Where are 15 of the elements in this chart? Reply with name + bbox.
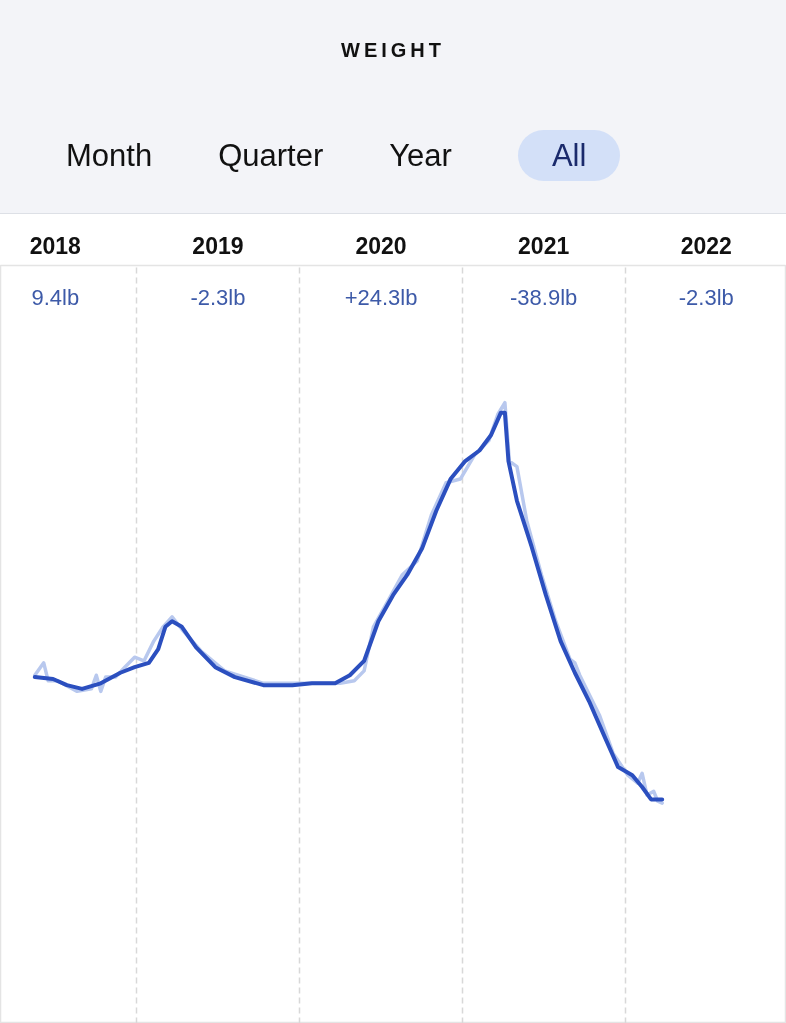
text: Quarter <box>218 137 324 175</box>
x-tick-label: 2019 <box>192 232 244 259</box>
text: Year <box>389 137 452 175</box>
text: -2.3lb <box>190 285 246 310</box>
x-tick-label: 2018 <box>29 232 82 259</box>
text: -2.3lb <box>678 285 734 310</box>
text: 9.4lb <box>31 285 80 310</box>
x-tick-label: 2021 <box>518 232 570 259</box>
text: Month <box>66 137 153 175</box>
text: +24.3lb <box>344 285 418 310</box>
x-tick-label: 2020 <box>355 232 407 259</box>
x-tick-label: 2022 <box>680 232 732 259</box>
text: All <box>517 130 621 181</box>
text: -38.9lb <box>510 285 578 310</box>
chart-title: WEIGHT <box>340 38 446 63</box>
